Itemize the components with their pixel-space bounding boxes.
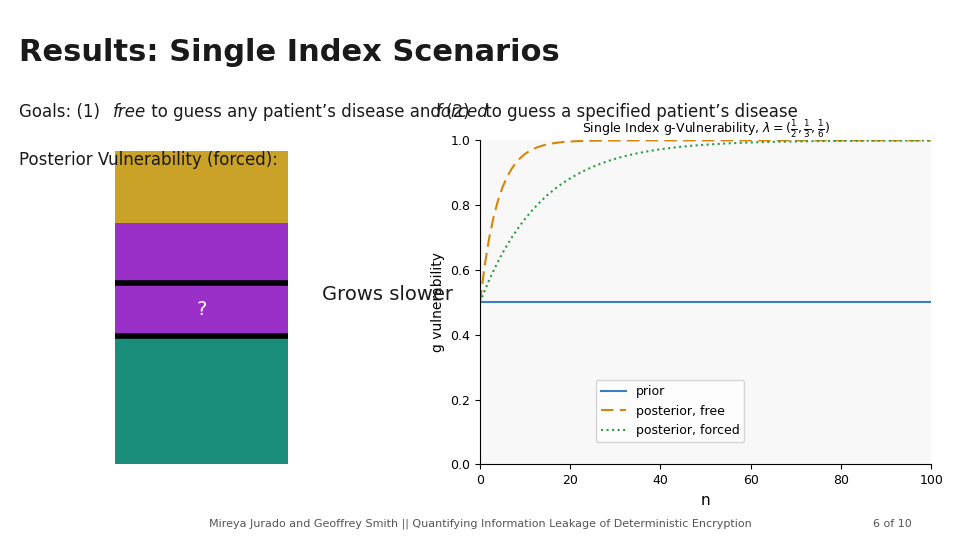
Legend: prior, posterior, free, posterior, forced: prior, posterior, free, posterior, force… (596, 381, 744, 442)
Title: Single Index g-Vulnerability, $\lambda = (\frac{1}{2}, \frac{1}{3}, \frac{1}{6}): Single Index g-Vulnerability, $\lambda =… (582, 118, 829, 140)
Text: 6 of 10: 6 of 10 (874, 519, 912, 529)
prior (474, 299, 486, 306)
Text: to guess any patient’s disease and (2): to guess any patient’s disease and (2) (146, 103, 475, 120)
prior (812, 299, 824, 306)
prior (790, 299, 802, 306)
posterior, free (925, 137, 937, 144)
posterior, free (682, 137, 693, 144)
prior (745, 299, 756, 306)
posterior, forced (682, 143, 693, 150)
prior (587, 299, 599, 306)
posterior, free (745, 137, 756, 144)
Text: Posterior Vulnerability (forced):: Posterior Vulnerability (forced): (19, 151, 278, 169)
posterior, forced (506, 235, 517, 241)
Text: Results: Single Index Scenarios: Results: Single Index Scenarios (19, 38, 560, 67)
posterior, forced (587, 164, 599, 170)
Text: forced: forced (436, 103, 489, 120)
prior (925, 299, 937, 306)
Text: ?: ? (197, 300, 206, 319)
Text: Mireya Jurado and Geoffrey Smith || Quantifying Information Leakage of Determini: Mireya Jurado and Geoffrey Smith || Quan… (208, 519, 752, 529)
Line: posterior, forced: posterior, forced (480, 140, 931, 302)
FancyBboxPatch shape (115, 223, 288, 286)
posterior, forced (790, 138, 802, 145)
posterior, forced (474, 299, 486, 306)
X-axis label: n: n (701, 492, 710, 508)
posterior, free (790, 137, 802, 144)
FancyBboxPatch shape (115, 333, 288, 464)
posterior, forced (745, 139, 756, 146)
Text: to guess a specified patient’s disease: to guess a specified patient’s disease (480, 103, 798, 120)
Text: Grows slower: Grows slower (322, 285, 452, 304)
prior (506, 299, 517, 306)
posterior, free (587, 138, 599, 144)
posterior, free (474, 299, 486, 306)
Y-axis label: g vulnerability: g vulnerability (431, 252, 444, 353)
Text: Goals: (1): Goals: (1) (19, 103, 106, 120)
FancyBboxPatch shape (115, 286, 288, 333)
prior (682, 299, 693, 306)
posterior, free (506, 166, 517, 172)
posterior, forced (925, 137, 937, 144)
FancyBboxPatch shape (115, 151, 288, 223)
posterior, free (812, 137, 824, 144)
Text: free: free (113, 103, 147, 120)
Line: posterior, free: posterior, free (480, 140, 931, 302)
posterior, forced (812, 138, 824, 144)
